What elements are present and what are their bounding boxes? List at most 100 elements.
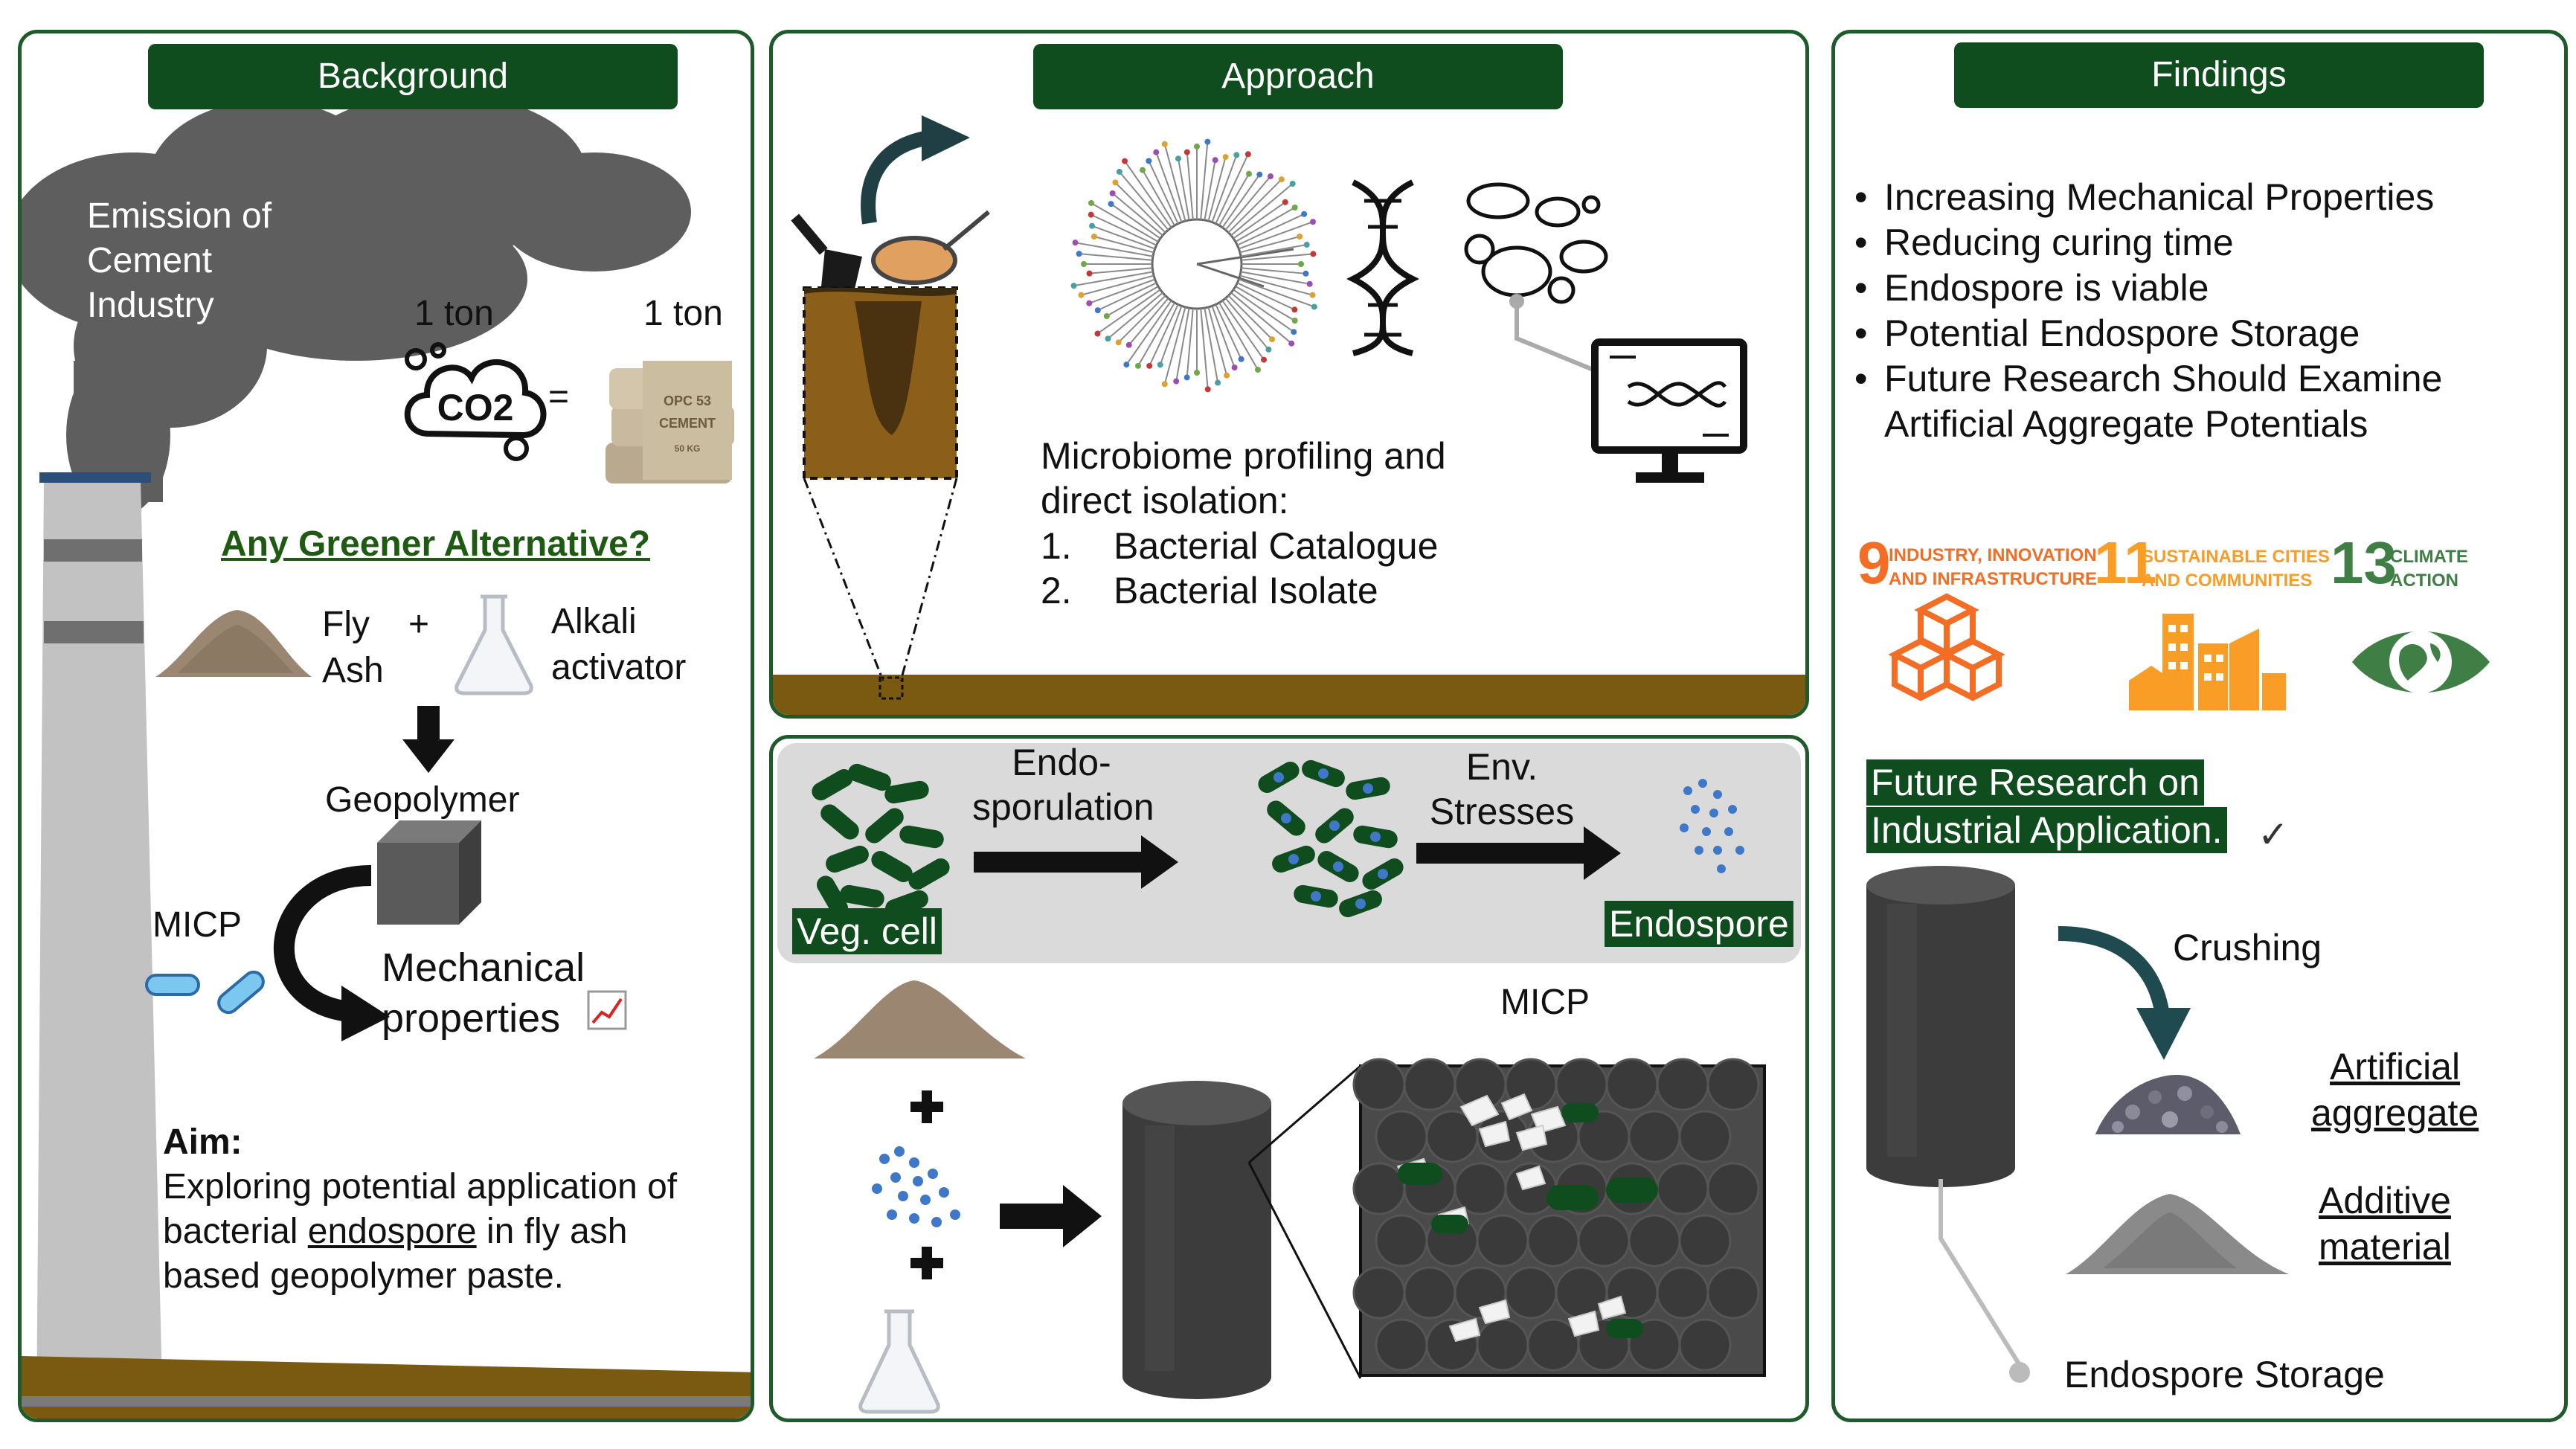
profiling-item-1-text: Bacterial Catalogue [1114, 525, 1439, 567]
check-mark: ✓ [2258, 814, 2289, 855]
microbes-cluster-icon [1464, 182, 1608, 304]
background-panel: Background Emission of Cement Industry 1… [18, 30, 754, 1422]
finding-item: Future Research Should Examine Artificia… [1854, 356, 2442, 447]
additive-material-label: Additive material [2319, 1180, 2451, 1268]
chimney [36, 480, 163, 1417]
sdg-13-number: 13 [2331, 530, 2397, 596]
profiling-item-2-num: 2. [1041, 570, 1072, 611]
aim-line-3: based geopolymer paste. [163, 1256, 565, 1296]
stress-step-label: Env. Stresses [1429, 746, 1575, 832]
sdg-9-text: INDUSTRY, INNOVATION AND INFRASTRUCTURE [1889, 545, 2097, 589]
sporulating-cells-icon [1258, 759, 1404, 918]
geopolymer-cube-icon [377, 820, 481, 925]
sampling-arrow [861, 130, 931, 225]
ground [22, 1356, 751, 1419]
chart-increasing-icon [587, 990, 627, 1030]
profiling-title: Microbiome profiling and direct isolatio… [1041, 435, 1446, 521]
alkali-activator-label: Alkali activator [551, 602, 687, 687]
profiling-item-1: 1. Bacterial Catalogue [1041, 523, 1438, 569]
micp-illustration [812, 759, 1766, 1414]
aim-title: Aim: [163, 1122, 242, 1162]
cement-bags-icon: OPC 53 CEMENT 50 KG [606, 361, 734, 483]
co2-cloud-icon: CO2 [404, 342, 547, 461]
stress-arrow [1416, 826, 1621, 880]
artificial-aggregate-icon [2095, 1075, 2241, 1134]
future-research-tag-line-2: Industrial Application. [1866, 807, 2227, 853]
endospore-storage-label: Endospore Storage [2064, 1354, 2385, 1395]
crushing-arrow [2058, 926, 2170, 1017]
plus-icon-1 [910, 1090, 943, 1123]
vegetative-cells-icon [812, 763, 950, 918]
mechanical-properties-label: Mechanical properties [382, 945, 585, 1041]
finding-item: Potential Endospore Storage [1854, 311, 2442, 356]
approach-header: Approach [1033, 44, 1563, 109]
sdg-13: 13 CLIMATE ACTION [2331, 532, 2554, 596]
profiling-item-2-text: Bacterial Isolate [1114, 570, 1378, 611]
sdg-11: 11 SUSTAINABLE CITIES AND COMMUNITIES [2094, 532, 2330, 596]
storage-connector [1939, 1179, 2022, 1366]
flask-icon-2 [858, 1309, 940, 1414]
aim-endospore-word: endospore [307, 1212, 477, 1251]
fly-ash-label: Fly Ash [322, 605, 384, 690]
findings-illustration [1866, 593, 2490, 1383]
bag-text: OPC 53 CEMENT 50 KG [659, 393, 716, 454]
embedded-spores [1398, 1103, 1658, 1338]
finding-item: Endospore is viable [1854, 266, 2442, 311]
free-endospores-icon [1680, 779, 1744, 873]
chimney-illustration [22, 93, 751, 1419]
sporulation-arrow [974, 835, 1178, 889]
co2-text: CO2 [437, 387, 514, 428]
approach-illustration [773, 115, 1805, 715]
sdg-13-text: CLIMATE ACTION [2390, 547, 2468, 591]
aim-line-2-pre: bacterial [163, 1212, 308, 1251]
curved-arrow-icon [274, 865, 390, 1041]
aim-line-2: bacterial endospore in fly ash [163, 1209, 627, 1255]
future-research-tag-line-1: Future Research on [1866, 759, 2204, 806]
findings-panel: Findings Increasing Mechanical Propertie… [1831, 30, 2568, 1422]
sdg-13-icon [2352, 631, 2490, 693]
tree-rays [1070, 138, 1317, 393]
findings-cylinder-icon [1866, 866, 2015, 1187]
finding-item: Reducing curing time [1854, 220, 2442, 266]
petri-dish-icon [871, 210, 990, 285]
micp-label: MICP [152, 905, 242, 945]
dna-helix-icon [1346, 179, 1419, 356]
emission-label: Emission of Cement Industry [87, 196, 272, 325]
fly-ash-pile-2 [814, 980, 1026, 1058]
micp-label-2: MICP [1500, 983, 1590, 1022]
geopolymer-label: Geopolymer [325, 780, 520, 820]
ton-right-label: 1 ton [643, 294, 723, 333]
crushing-label: Crushing [2173, 927, 2322, 968]
endospore-tag: Endospore [1605, 901, 1793, 947]
aim-line-1: Exploring potential application of [163, 1167, 678, 1207]
background-header: Background [148, 44, 678, 109]
profiling-item-2: 2. Bacterial Isolate [1041, 568, 1378, 614]
sdg-9: 9 INDUSTRY, INNOVATION AND INFRASTRUCTUR… [1857, 532, 2097, 596]
sdg-9-number: 9 [1857, 530, 1891, 596]
soil-layer [773, 675, 1805, 715]
aim-line-2-post: in fly ash [476, 1212, 628, 1251]
plus-sign: + [408, 605, 430, 644]
equals-sign: = [548, 377, 570, 417]
sdg-9-icon [1888, 593, 2005, 701]
sdg-11-icon [2129, 614, 2286, 710]
veg-cell-tag: Veg. cell [792, 908, 942, 954]
geopolymer-cylinder-icon [1122, 1081, 1271, 1399]
sporulation-step-label: Endo- sporulation [972, 742, 1154, 828]
bacteria-icon [145, 970, 265, 1015]
approach-panel: Approach [769, 30, 1809, 719]
ton-left-label: 1 ton [414, 294, 494, 333]
down-arrow-icon [402, 706, 455, 773]
greener-alternative-question: Any Greener Alternative? [221, 524, 651, 564]
endospores-mix-icon [872, 1146, 960, 1227]
findings-list: Increasing Mechanical Properties Reducin… [1854, 175, 2442, 447]
micp-panel: Endo- sporulation Env. Stresses Veg. cel… [769, 735, 1809, 1422]
sdg-11-text: SUSTAINABLE CITIES AND COMMUNITIES [2142, 547, 2330, 591]
mix-arrow [1000, 1185, 1102, 1247]
plus-icon-2 [910, 1247, 943, 1279]
sdg-11-number: 11 [2094, 530, 2157, 596]
finding-item: Increasing Mechanical Properties [1854, 175, 2442, 220]
computer-monitor-icon [1591, 338, 1747, 483]
flask-icon [455, 594, 533, 695]
findings-header: Findings [1954, 42, 2484, 108]
